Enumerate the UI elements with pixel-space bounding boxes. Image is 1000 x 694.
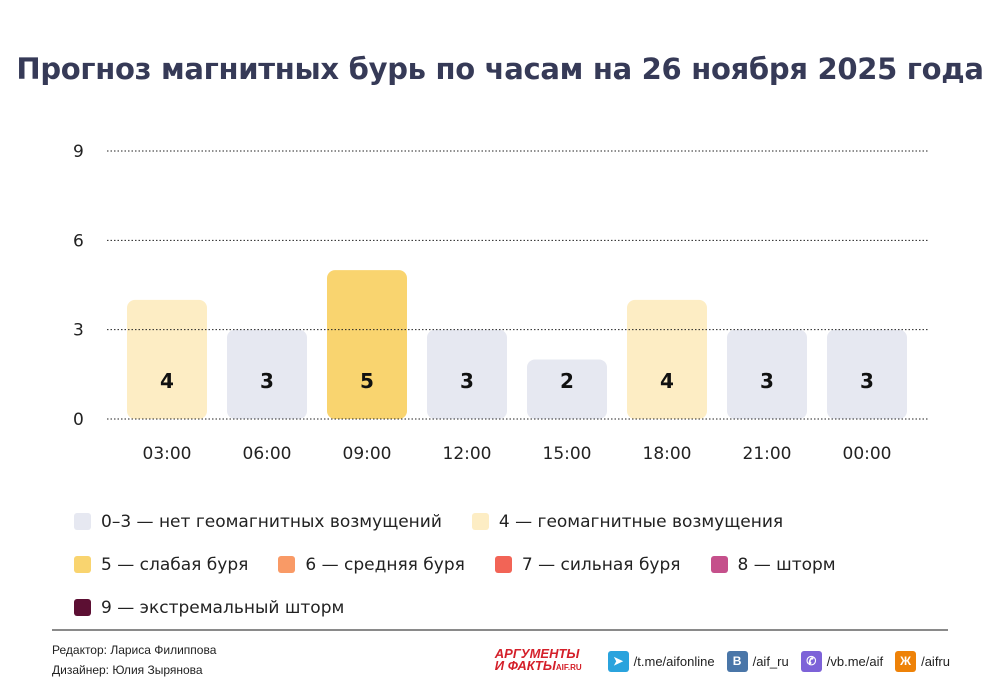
link-label: /vb.me/aif [826,653,884,669]
bar [327,270,407,419]
y-tick-label: 3 [73,321,84,341]
viber-icon: ✆ [800,650,822,672]
viber-link[interactable]: ✆/vb.me/aif [800,650,884,672]
bar [727,329,807,419]
x-tick-label: 12:00 [443,444,492,464]
x-tick-label: 03:00 [143,444,192,464]
legend-swatch [74,599,91,616]
x-tick-label: 15:00 [543,444,592,464]
logo-line2: И ФАКТЫ [494,658,556,673]
social-links: АРГУМЕНТЫ И ФАКТЫAIF.RU ➤/t.me/aifonline… [494,646,950,674]
bar [627,299,707,419]
bar [227,329,307,419]
bar-value-label: 3 [760,369,774,393]
y-tick-label: 6 [73,231,84,251]
bar [527,359,607,419]
legend-swatch [494,556,512,573]
x-tick-label: 06:00 [243,444,292,464]
bar-value-label: 5 [360,369,374,393]
bar-value-label: 3 [460,369,474,393]
designer-credit: Дизайнер: Юлия Зырянова [52,663,203,677]
bar-value-label: 2 [560,369,574,393]
x-tick-label: 18:00 [643,444,692,464]
legend-swatch [278,556,296,573]
chart-title: Прогноз магнитных бурь по часам на 26 но… [16,52,984,86]
legend-item: 0–3 — нет геомагнитных возмущений [74,512,442,532]
link-label: /aif_ru [752,653,789,669]
editor-credit: Редактор: Лариса Филиппова [52,643,217,657]
bar-value-label: 3 [260,369,274,393]
legend-label: 6 — средняя буря [305,554,465,575]
legend-item: 4 — геомагнитные возмущения [471,511,784,532]
bar-value-label: 4 [160,369,174,393]
legend-item: 9 — экстремальный шторм [74,598,344,618]
legend-label: 5 — слабая буря [101,554,249,575]
legend-swatch [471,513,489,530]
telegram-icon: ➤ [607,650,629,672]
bar [827,329,907,419]
legend-label: 9 — экстремальный шторм [101,597,345,618]
vk-icon: B [726,650,748,672]
credits: Редактор: Лариса Филиппова Дизайнер: Юли… [52,640,216,680]
legend: 0–3 — нет геомагнитных возмущений 4 — ге… [74,500,934,629]
bar [427,329,507,419]
legend-label: 0–3 — нет геомагнитных возмущений [101,511,442,532]
legend-swatch [710,556,728,573]
footer-divider [52,629,948,631]
bar-value-label: 4 [660,369,674,393]
telegram-link[interactable]: ➤/t.me/aifonline [607,650,715,672]
x-tick-label: 09:00 [343,444,392,464]
bar [127,299,207,419]
legend-item: 8 — шторм [710,554,836,575]
legend-label: 8 — шторм [737,554,836,575]
logo-site: AIF.RU [555,663,582,672]
bar-chart: 0 3 6 9 4 03:00 3 06:00 5 09:00 3 12:00 2 15:00 4 18:00… [73,142,928,464]
odnoklassniki-icon: Ж [895,650,917,672]
aif-logo[interactable]: АРГУМЕНТЫ И ФАКТЫAIF.RU [494,646,582,674]
y-tick-label: 9 [73,142,84,162]
legend-swatch [74,556,91,573]
legend-label: 4 — геомагнитные возмущения [498,511,784,532]
legend-swatch [74,513,91,530]
legend-label: 7 — сильная буря [521,554,681,575]
x-tick-label: 00:00 [843,444,892,464]
link-label: /t.me/aifonline [633,653,715,669]
odnoklassniki-link[interactable]: Ж/aifru [895,650,950,672]
x-tick-label: 21:00 [743,444,792,464]
vk-link[interactable]: B/aif_ru [726,650,789,672]
bar-value-label: 3 [860,369,874,393]
legend-item: 5 — слабая буря [74,555,248,575]
legend-item: 6 — средняя буря [278,555,465,575]
legend-item: 7 — сильная буря [494,554,681,575]
logo-line1: АРГУМЕНТЫ [494,646,580,661]
y-tick-label: 0 [73,410,84,430]
link-label: /aifru [921,653,950,669]
